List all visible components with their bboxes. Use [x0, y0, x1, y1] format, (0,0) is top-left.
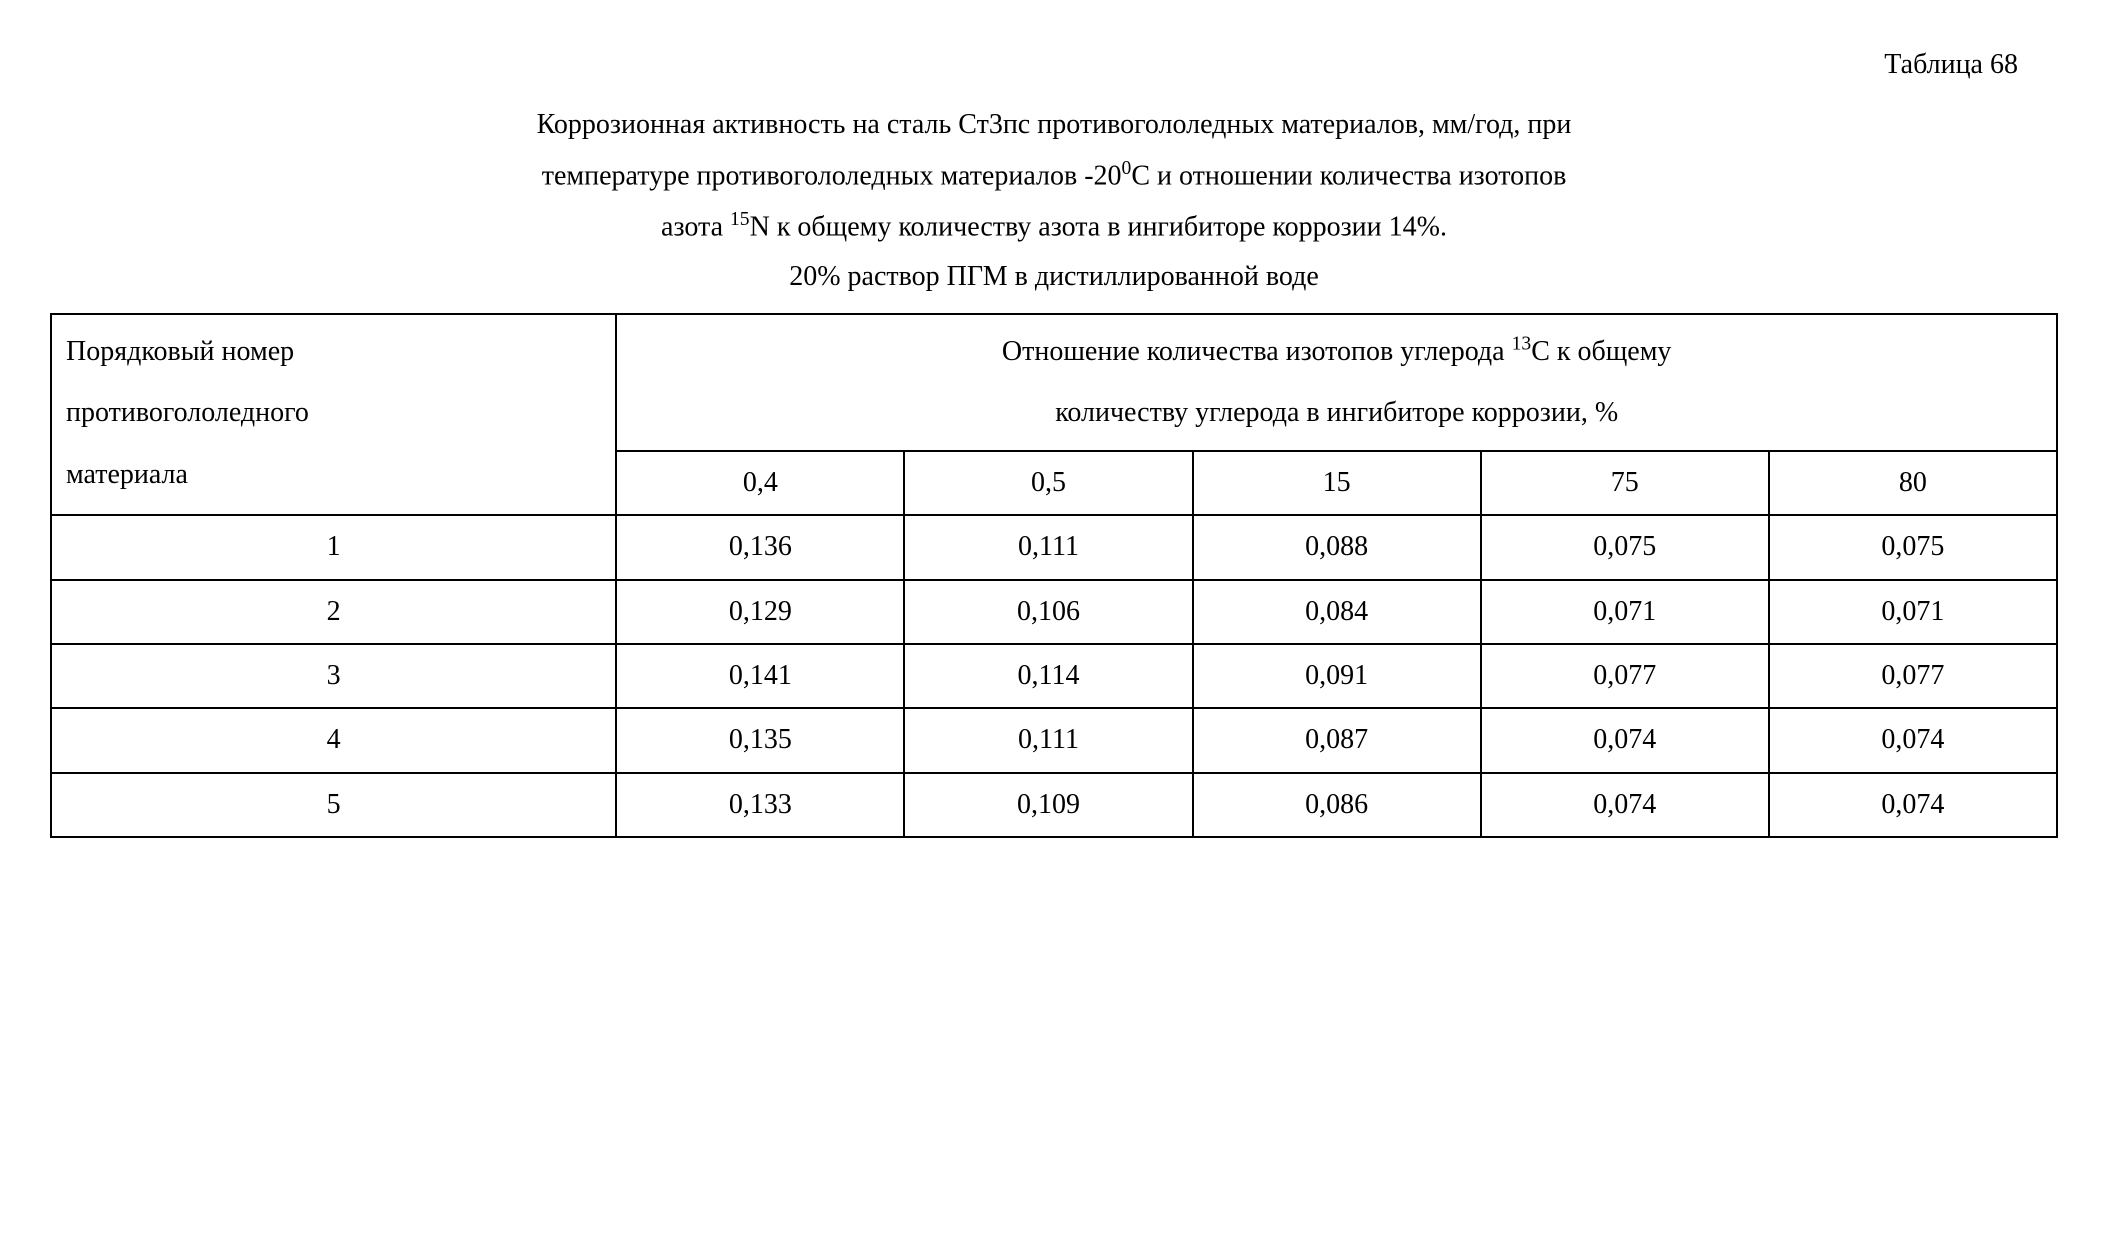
cell: 0,074: [1481, 773, 1769, 837]
col-group-line-1b: С к общему: [1531, 336, 1671, 367]
cell: 0,074: [1481, 708, 1769, 772]
cell: 0,077: [1481, 644, 1769, 708]
caption-line-3: азота 15N к общему количеству азота в ин…: [70, 202, 2038, 253]
col-group-line-2: количеству углерода в ингибиторе коррози…: [1055, 397, 1618, 428]
cell: 0,077: [1769, 644, 2057, 708]
col-header: 0,5: [904, 451, 1192, 515]
col-header: 15: [1193, 451, 1481, 515]
cell: 0,086: [1193, 773, 1481, 837]
row-header-line-1: Порядковый номер: [66, 336, 294, 367]
table-number: Таблица 68: [50, 40, 2058, 90]
cell: 0,111: [904, 708, 1192, 772]
table-row: 4 0,135 0,111 0,087 0,074 0,074: [51, 708, 2057, 772]
cell: 0,071: [1481, 580, 1769, 644]
column-group-header: Отношение количества изотопов углерода 1…: [616, 314, 2057, 451]
caption-line-3a: азота: [661, 211, 730, 242]
caption-n15-sup: 15: [730, 209, 750, 230]
row-header-line-3: материала: [66, 459, 188, 490]
table-row: 5 0,133 0,109 0,086 0,074 0,074: [51, 773, 2057, 837]
row-id: 5: [51, 773, 616, 837]
row-header-cell: Порядковый номер противогололедного мате…: [51, 314, 616, 516]
row-id: 3: [51, 644, 616, 708]
cell: 0,074: [1769, 773, 2057, 837]
table-row: 3 0,141 0,114 0,091 0,077 0,077: [51, 644, 2057, 708]
row-header-line-2: противогололедного: [66, 397, 309, 428]
cell: 0,133: [616, 773, 904, 837]
row-id: 2: [51, 580, 616, 644]
cell: 0,075: [1481, 515, 1769, 579]
cell: 0,114: [904, 644, 1192, 708]
caption-line-1: Коррозионная активность на сталь Ст3пс п…: [70, 100, 2038, 150]
cell: 0,111: [904, 515, 1192, 579]
cell: 0,129: [616, 580, 904, 644]
cell: 0,135: [616, 708, 904, 772]
cell: 0,071: [1769, 580, 2057, 644]
header-row-1: Порядковый номер противогололедного мате…: [51, 314, 2057, 451]
table-caption: Коррозионная активность на сталь Ст3пс п…: [50, 100, 2058, 302]
cell: 0,084: [1193, 580, 1481, 644]
caption-line-2a: температуре противогололедных материалов…: [542, 160, 1122, 191]
col-header: 0,4: [616, 451, 904, 515]
caption-line-2: температуре противогололедных материалов…: [70, 151, 2038, 202]
cell: 0,091: [1193, 644, 1481, 708]
cell: 0,075: [1769, 515, 2057, 579]
caption-degree-sup: 0: [1122, 158, 1132, 179]
caption-line-3b: N к общему количеству азота в ингибиторе…: [750, 211, 1447, 242]
caption-line-4: 20% раствор ПГМ в дистиллированной воде: [70, 252, 2038, 302]
row-id: 1: [51, 515, 616, 579]
data-table: Порядковый номер противогололедного мате…: [50, 313, 2058, 839]
col-group-c13-sup: 13: [1512, 333, 1532, 354]
cell: 0,136: [616, 515, 904, 579]
cell: 0,106: [904, 580, 1192, 644]
col-header: 80: [1769, 451, 2057, 515]
table-row: 1 0,136 0,111 0,088 0,075 0,075: [51, 515, 2057, 579]
col-group-line-1a: Отношение количества изотопов углерода: [1002, 336, 1512, 367]
cell: 0,074: [1769, 708, 2057, 772]
cell: 0,109: [904, 773, 1192, 837]
caption-line-2b: С и отношении количества изотопов: [1131, 160, 1566, 191]
table-row: 2 0,129 0,106 0,084 0,071 0,071: [51, 580, 2057, 644]
cell: 0,141: [616, 644, 904, 708]
row-id: 4: [51, 708, 616, 772]
col-header: 75: [1481, 451, 1769, 515]
cell: 0,087: [1193, 708, 1481, 772]
cell: 0,088: [1193, 515, 1481, 579]
